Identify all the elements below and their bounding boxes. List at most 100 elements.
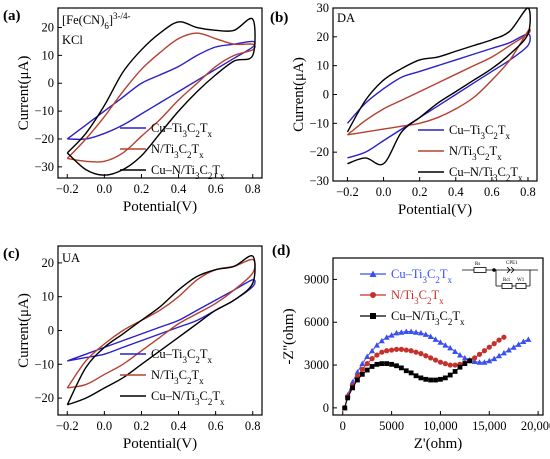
cv-curve <box>67 279 256 362</box>
y-tick-label: −20 <box>34 391 54 405</box>
data-point <box>452 362 458 368</box>
data-point <box>393 329 400 336</box>
circuit-diagram: Rs CPE1 Rct W1 <box>462 261 538 289</box>
panel-c: −0.2 0.0 0.2 0.4 0.6 0.8 −20 −10 0 10 20 Potential(… <box>3 245 263 452</box>
data-point <box>359 366 365 372</box>
data-point <box>413 373 419 379</box>
data-point <box>496 352 503 359</box>
y-tick-label: −30 <box>34 160 54 174</box>
data-point <box>442 361 448 367</box>
x-tick-label: 0.0 <box>97 419 113 433</box>
data-point <box>389 347 395 353</box>
annotation-text: KCl <box>62 33 83 47</box>
data-point <box>408 348 414 354</box>
x-tick-label: 20,000 <box>521 419 550 433</box>
x-tick-label: 5000 <box>379 419 404 433</box>
panel-label: (b) <box>270 10 288 26</box>
data-point <box>413 349 419 355</box>
data-point <box>510 344 517 350</box>
data-point <box>447 344 454 351</box>
data-point <box>359 360 366 367</box>
data-point <box>345 395 351 401</box>
data-point <box>355 377 360 383</box>
y-axis-label: Current(μA) <box>16 56 32 131</box>
data-point <box>373 342 380 348</box>
plot-frame <box>332 257 544 416</box>
legend-label: Cu–Ti3C2Tx <box>449 123 511 141</box>
cv-curve <box>347 28 531 136</box>
legend-label: Cu–Ti3C2Tx <box>151 347 213 365</box>
data-point <box>418 351 424 357</box>
legend: Cu–Ti3C2Tx N/Ti3C2Tx Cu–N/Ti3C2Tx <box>418 123 523 183</box>
data-point <box>486 344 492 350</box>
data-point <box>359 371 365 377</box>
data-point <box>364 353 371 359</box>
x-tick-label: 0.6 <box>484 185 500 199</box>
data-point <box>394 363 399 369</box>
data-point <box>437 359 444 365</box>
legend-label: N/Ti3C2Tx <box>151 142 204 160</box>
panel-d: 0 5000 10,000 15,000 20,000 0 3000 6000 9000 Z'(o… <box>272 243 550 452</box>
data-point <box>471 358 478 364</box>
data-point <box>447 362 453 368</box>
panel-a: −0.2 0.0 0.2 0.4 0.6 0.8 −30 −20 −10 0 10 20 Potenti… <box>3 7 263 215</box>
x-axis-label: Potential(V) <box>123 436 197 452</box>
data-point <box>467 358 473 364</box>
legend-label: Cu–N/Ti3C2Tx <box>151 389 225 407</box>
circuit-label: CPE1 <box>506 261 518 266</box>
y-tick-label: 20 <box>42 21 55 35</box>
x-tick-label: 0.8 <box>520 185 536 199</box>
data-point <box>456 352 463 358</box>
data-point <box>369 364 375 369</box>
x-tick-label: 0.8 <box>245 419 261 433</box>
panel-b: −0.2 0.0 0.2 0.4 0.6 0.8 −30 −20 −10 0 10 20 30 Poten… <box>270 1 538 218</box>
legend-label: Cu–N/Ti3C2Tx <box>449 165 523 183</box>
y-tick-label: 9000 <box>304 272 329 286</box>
y-tick-label: 3000 <box>304 358 329 372</box>
y-tick-label: −20 <box>309 145 329 159</box>
data-point <box>384 348 390 354</box>
data-point <box>418 375 424 381</box>
data-point <box>432 336 439 342</box>
y-tick-label: −20 <box>34 132 54 146</box>
circuit-label: Rct <box>503 278 511 283</box>
data-point <box>408 370 414 376</box>
x-tick-label: 0.8 <box>245 182 261 196</box>
data-point <box>428 377 434 383</box>
y-tick-label: 20 <box>42 256 55 270</box>
legend-label: N/Ti3C2Tx <box>151 368 204 386</box>
data-point <box>438 376 443 382</box>
legend-marker <box>370 292 376 298</box>
data-point <box>354 369 361 375</box>
plot-frame <box>57 7 263 179</box>
data-point <box>486 357 493 364</box>
legend: Cu–Ti3C2Tx N/Ti3C2Tx Cu–N/Ti3C2Tx <box>360 267 465 327</box>
legend-label: Cu–N/Ti3C2Tx <box>151 163 225 181</box>
x-tick-label: 0.4 <box>171 419 187 433</box>
x-tick-label: 0.0 <box>97 182 113 196</box>
cv-curve <box>66 255 256 406</box>
data-point <box>374 352 380 358</box>
x-tick-label: 0.4 <box>171 182 187 196</box>
x-tick-label: 0 <box>340 419 346 433</box>
x-tick-label: 0.2 <box>134 182 150 196</box>
x-axis-label: Z'(ohm) <box>414 436 463 452</box>
y-tick-label: 6000 <box>304 315 329 329</box>
legend-label: N/Ti3C2Tx <box>449 144 502 162</box>
data-point <box>481 348 487 354</box>
data-point <box>403 328 410 335</box>
y-tick-label: 10 <box>42 290 55 304</box>
data-point <box>500 349 507 356</box>
cv-curve <box>346 7 531 166</box>
y-axis-label: -Z''(ohm) <box>281 308 297 364</box>
data-point <box>398 346 404 352</box>
data-point <box>398 329 405 335</box>
data-point <box>452 348 459 354</box>
y-tick-label: 0 <box>323 401 329 415</box>
legend-marker <box>370 313 376 319</box>
data-point <box>501 334 507 340</box>
annotation-text: [Fe(CN)6]3-/4- <box>62 11 131 31</box>
data-point <box>461 354 468 361</box>
data-point <box>383 334 390 340</box>
